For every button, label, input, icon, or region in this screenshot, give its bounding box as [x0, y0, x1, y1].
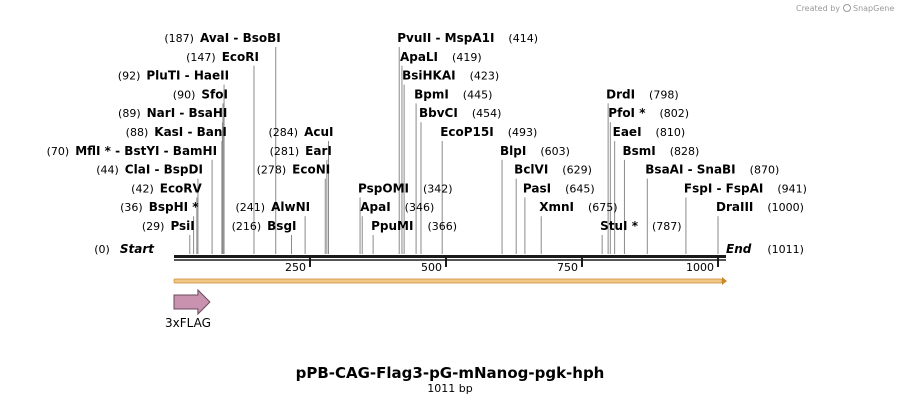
site-acui-position: (284) — [268, 126, 298, 139]
site-kasi-position: (88) — [126, 126, 149, 139]
site-ecop15i-label[interactable]: EcoP15I — [440, 125, 494, 139]
site-bbvci-label[interactable]: BbvCI — [419, 106, 458, 120]
site-drdi-label[interactable]: DrdI — [606, 87, 635, 101]
site-fspi-position: (941) — [777, 182, 807, 195]
site-ppumi-position: (366) — [427, 220, 457, 233]
site-ecorv-label[interactable]: EcoRV — [160, 181, 203, 195]
site-ecorv-position: (42) — [131, 182, 154, 195]
site-bsphi-position: (36) — [120, 201, 143, 214]
snapgene-credit: Created by SnapGene — [796, 4, 894, 13]
site-ppumi-label[interactable]: PpuMI — [371, 219, 413, 233]
site-pfoi-label[interactable]: PfoI * — [608, 106, 646, 120]
sequence-range-arrowhead — [722, 277, 727, 285]
site-bsphi-label[interactable]: BspHI * — [149, 200, 200, 214]
site-clai-label[interactable]: ClaI - BspDI — [125, 163, 203, 177]
start-label: Start — [120, 242, 155, 256]
credit-brand: SnapGene — [853, 4, 894, 13]
site-bsihkai-label[interactable]: BsiHKAI — [402, 69, 456, 83]
site-bsmi-position: (828) — [670, 145, 700, 158]
site-pspomi-position: (342) — [423, 182, 453, 195]
end-position: (1011) — [767, 243, 804, 256]
site-pluti-label[interactable]: PluTI - HaeII — [146, 69, 229, 83]
site-kasi-label[interactable]: KasI - BanI — [154, 125, 227, 139]
site-blpi-label[interactable]: BlpI — [500, 144, 526, 158]
site-pvuii-position: (414) — [508, 32, 538, 45]
site-nari-position: (89) — [118, 107, 141, 120]
site-ecori-label[interactable]: EcoRI — [222, 50, 259, 64]
site-draiii-label[interactable]: DraIII — [716, 200, 753, 214]
site-draiii-position: (1000) — [767, 201, 804, 214]
site-xmni-position: (675) — [588, 201, 618, 214]
start-position: (0) — [94, 243, 110, 256]
site-eaei-position: (810) — [656, 126, 686, 139]
site-eaei-label[interactable]: EaeI — [613, 125, 642, 139]
site-bsihkai-position: (423) — [470, 70, 500, 83]
site-mfli-position: (70) — [47, 145, 70, 158]
site-xmni-label[interactable]: XmnI — [539, 200, 574, 214]
backbone-bottom — [174, 259, 726, 261]
site-mfli-label[interactable]: MflI * - BstYI - BamHI — [75, 144, 217, 158]
construct-title: pPB-CAG-Flag3-pG-mNanog-pgk-hph — [296, 364, 605, 382]
site-eari-label[interactable]: EarI — [305, 144, 332, 158]
site-bpmi-position: (445) — [463, 88, 493, 101]
site-bbvci-position: (454) — [472, 107, 502, 120]
site-alwni-position: (241) — [236, 201, 266, 214]
site-sfoi-label[interactable]: SfoI — [201, 87, 228, 101]
site-bclvi-position: (629) — [562, 164, 592, 177]
site-clai-position: (44) — [96, 164, 119, 177]
site-pasi-label[interactable]: PasI — [523, 181, 551, 195]
site-bsaai-label[interactable]: BsaAI - SnaBI — [645, 163, 735, 177]
site-apali-label[interactable]: ApaLI — [400, 50, 438, 64]
site-stui-position: (787) — [652, 220, 682, 233]
site-apali-position: (419) — [452, 51, 482, 64]
end-label: End — [726, 242, 752, 256]
site-ecop15i-position: (493) — [508, 126, 538, 139]
site-fspi-label[interactable]: FspI - FspAI — [684, 181, 763, 195]
site-acui-label[interactable]: AcuI — [304, 125, 333, 139]
tick-label-750: 750 — [557, 261, 578, 274]
site-psii-position: (29) — [142, 220, 165, 233]
site-bsmi-label[interactable]: BsmI — [622, 144, 655, 158]
site-bsgi-label[interactable]: BsgI — [267, 219, 296, 233]
sequence-range-bar — [173, 278, 723, 284]
site-pluti-position: (92) — [118, 70, 141, 83]
backbone-top — [174, 255, 726, 258]
site-apai-position: (346) — [405, 201, 435, 214]
site-eari-position: (281) — [270, 145, 300, 158]
site-drdi-position: (798) — [649, 88, 679, 101]
site-sfoi-position: (90) — [173, 88, 196, 101]
site-bclvi-label[interactable]: BclVI — [514, 163, 548, 177]
tick-label-1000: 1000 — [686, 261, 714, 274]
feature-3xflag-label: 3xFLAG — [165, 316, 211, 330]
site-psii-label[interactable]: PsiI — [170, 219, 194, 233]
feature-3xflag-arrow[interactable] — [173, 288, 211, 316]
site-econi-label[interactable]: EcoNI — [292, 163, 330, 177]
site-bsaai-position: (870) — [750, 164, 780, 177]
site-pvuii-label[interactable]: PvuII - MspA1I — [397, 31, 494, 45]
site-pspomi-label[interactable]: PspOMI — [358, 181, 409, 195]
tick-label-500: 500 — [421, 261, 442, 274]
site-stui-label[interactable]: StuI * — [600, 219, 639, 233]
site-pfoi-position: (802) — [659, 107, 689, 120]
site-bsgi-position: (216) — [232, 220, 262, 233]
site-bpmi-label[interactable]: BpmI — [414, 87, 449, 101]
site-econi-position: (278) — [257, 164, 287, 177]
site-ecori-position: (147) — [186, 51, 216, 64]
construct-length: 1011 bp — [427, 382, 472, 395]
site-avai-position: (187) — [164, 32, 194, 45]
site-avai-label[interactable]: AvaI - BsoBI — [200, 31, 281, 45]
snapgene-logo-icon — [843, 4, 851, 12]
site-pasi-position: (645) — [565, 182, 595, 195]
site-alwni-label[interactable]: AlwNI — [271, 200, 310, 214]
site-nari-label[interactable]: NarI - BsaHI — [147, 106, 228, 120]
site-apai-label[interactable]: ApaI — [360, 200, 390, 214]
tick-label-250: 250 — [285, 261, 306, 274]
credit-prefix: Created by — [796, 4, 840, 13]
site-blpi-position: (603) — [540, 145, 570, 158]
